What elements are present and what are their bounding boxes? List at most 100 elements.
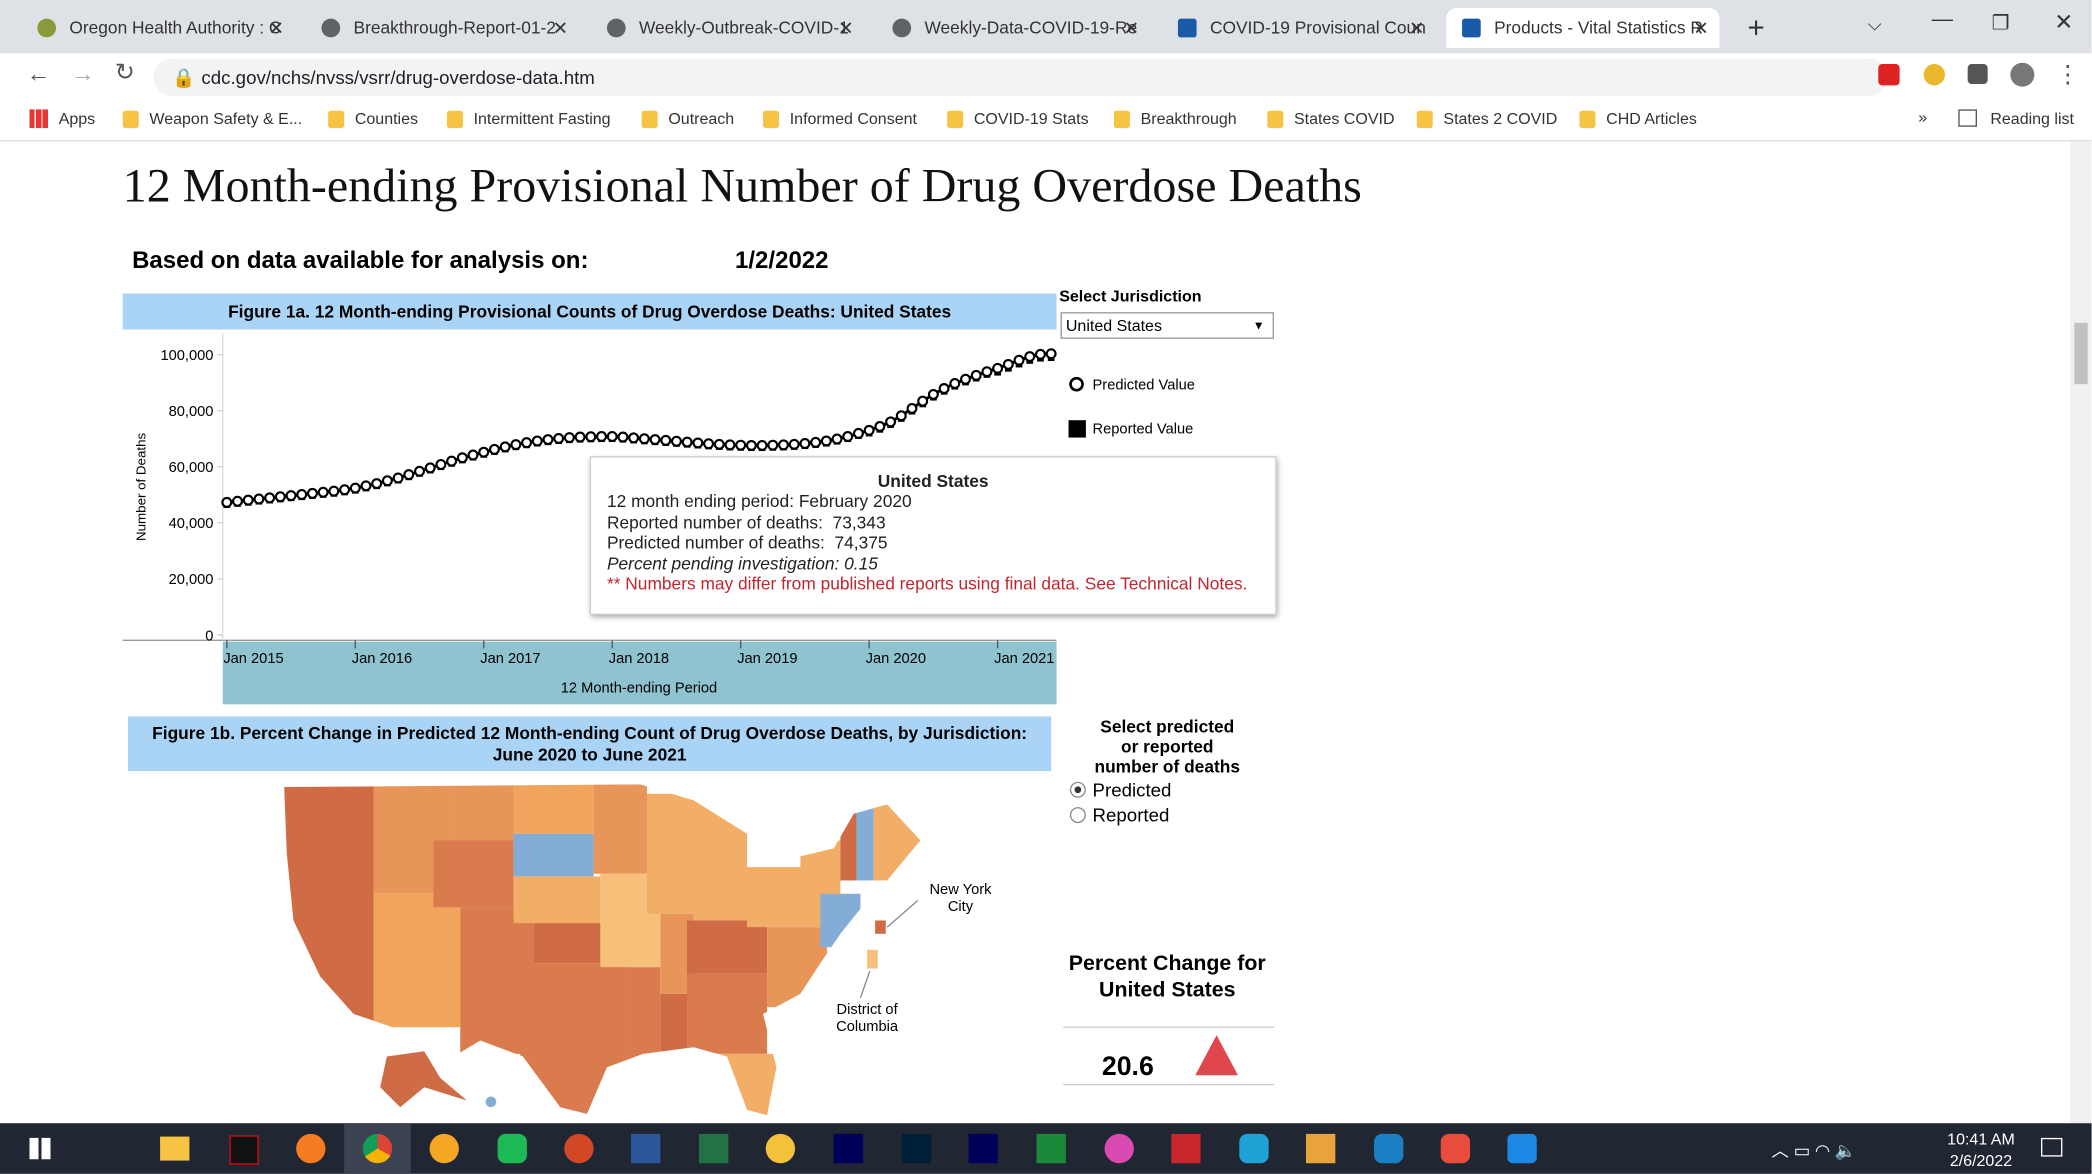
app-icon[interactable]: [564, 1134, 593, 1163]
app-icon[interactable]: [631, 1134, 660, 1163]
app-icon[interactable]: [1441, 1134, 1470, 1163]
app-icon[interactable]: [902, 1134, 931, 1163]
predicted-point: [501, 442, 510, 451]
predicted-point: [437, 460, 446, 469]
predicted-point: [918, 397, 927, 406]
page-title: 12 Month-ending Provisional Number of Dr…: [123, 157, 1362, 213]
predicted-point: [908, 404, 917, 413]
x-tick-label: Jan 2018: [609, 651, 669, 667]
app-icon[interactable]: [766, 1134, 795, 1163]
predicted-point: [565, 433, 574, 442]
predicted-point: [233, 497, 242, 506]
predicted-point: [940, 384, 949, 393]
predicted-point: [297, 490, 306, 499]
start-button[interactable]: [29, 1138, 50, 1159]
label-line: or reported: [1067, 736, 1267, 756]
predicted-point: [1036, 350, 1045, 359]
predicted-point: [726, 440, 735, 449]
predicted-point: [372, 479, 381, 488]
figure-title-line: June 2020 to June 2021: [128, 744, 1051, 765]
predicted-point: [608, 432, 617, 441]
tooltip-line: Reported number of deaths: 73,343: [607, 512, 1259, 533]
app-icon[interactable]: [1306, 1134, 1335, 1163]
app-icon[interactable]: [699, 1134, 728, 1163]
predicted-point: [362, 481, 371, 490]
jurisdiction-select[interactable]: United States▼: [1061, 312, 1274, 339]
figure-title-line: Figure 1b. Percent Change in Predicted 1…: [128, 723, 1051, 744]
radio-dot: [1075, 786, 1082, 793]
predicted-point: [704, 439, 713, 448]
predicted-point: [447, 457, 456, 466]
predicted-point: [586, 432, 595, 441]
time: 10:41 AM: [1934, 1129, 2027, 1150]
select-label: Select Jurisdiction: [1059, 287, 1201, 306]
app-icon[interactable]: [1507, 1134, 1536, 1163]
app-icon[interactable]: [1239, 1134, 1268, 1163]
y-tick-label: 20,000: [169, 572, 214, 588]
predicted-point: [790, 440, 799, 449]
notifications[interactable]: [2041, 1138, 2062, 1157]
nyc-inset: [875, 920, 886, 933]
app-icon[interactable]: [968, 1134, 997, 1163]
app-icon[interactable]: [229, 1135, 258, 1164]
predicted-point: [811, 438, 820, 447]
x-tick-label: Jan 2017: [480, 651, 540, 667]
app-icon[interactable]: [296, 1134, 325, 1163]
app-icon[interactable]: [430, 1134, 459, 1163]
predicted-point: [651, 435, 660, 444]
percent-change-value: 20.6: [1102, 1053, 1154, 1084]
predicted-point: [319, 488, 328, 497]
predicted-point: [287, 491, 296, 500]
tray[interactable]: ︿ ▭ ◠ 🔈: [1772, 1137, 1857, 1162]
predicted-point: [747, 441, 756, 450]
figure-title: Figure 1b. Percent Change in Predicted 1…: [128, 723, 1051, 766]
tooltip-line: 12 month ending period: February 2020: [607, 491, 1259, 512]
predicted-point: [715, 440, 724, 449]
predicted-point: [469, 451, 478, 460]
app-icon[interactable]: [1374, 1134, 1403, 1163]
tooltip: United States 12 month ending period: Fe…: [590, 456, 1277, 615]
radio[interactable]: [1071, 808, 1086, 823]
predicted-point: [533, 437, 542, 446]
predicted-point: [404, 470, 413, 479]
tooltip-note: ** Numbers may differ from published rep…: [607, 574, 1259, 595]
predicted-point: [801, 439, 810, 448]
predicted-point: [672, 437, 681, 446]
predicted-point: [597, 432, 606, 441]
app-icon-active[interactable]: [344, 1123, 411, 1174]
predicted-point: [779, 440, 788, 449]
predicted-point: [629, 433, 638, 442]
chart-title: Figure 1a. 12 Month-ending Provisional C…: [228, 301, 951, 321]
predicted-point: [426, 463, 435, 472]
date: 2/6/2022: [1934, 1150, 2027, 1171]
predicted-point: [511, 440, 520, 449]
predicted-point: [576, 433, 585, 442]
predicted-point: [640, 434, 649, 443]
predicted-point: [683, 438, 692, 447]
predicted-point: [993, 364, 1002, 373]
predicted-point: [340, 485, 349, 494]
app-icon[interactable]: [498, 1134, 527, 1163]
legend-marker: [1069, 420, 1086, 437]
predicted-point: [929, 390, 938, 399]
predicted-point: [308, 489, 317, 498]
app-icon[interactable]: [160, 1137, 189, 1161]
app-icon[interactable]: [1105, 1134, 1134, 1163]
app-icon[interactable]: [834, 1134, 863, 1163]
browser-window: Oregon Health Authority : C✕ Breakthroug…: [0, 0, 2092, 1174]
predicted-point: [822, 437, 831, 446]
predicted-point: [544, 435, 553, 444]
app-icon[interactable]: [1037, 1134, 1066, 1163]
legend-label: Reported Value: [1093, 422, 1194, 438]
predicted-point: [222, 498, 231, 507]
x-tick-label: Jan 2016: [352, 651, 412, 667]
alaska: [380, 1051, 467, 1107]
predicted-point: [854, 429, 863, 438]
x-tick-label: Jan 2015: [223, 651, 283, 667]
radio-label[interactable]: Reported: [1093, 804, 1170, 825]
y-tick-label: 80,000: [169, 404, 214, 420]
app-icon[interactable]: [1171, 1134, 1200, 1163]
x-tick-label: Jan 2020: [866, 651, 926, 667]
radio-label[interactable]: Predicted: [1093, 779, 1172, 800]
